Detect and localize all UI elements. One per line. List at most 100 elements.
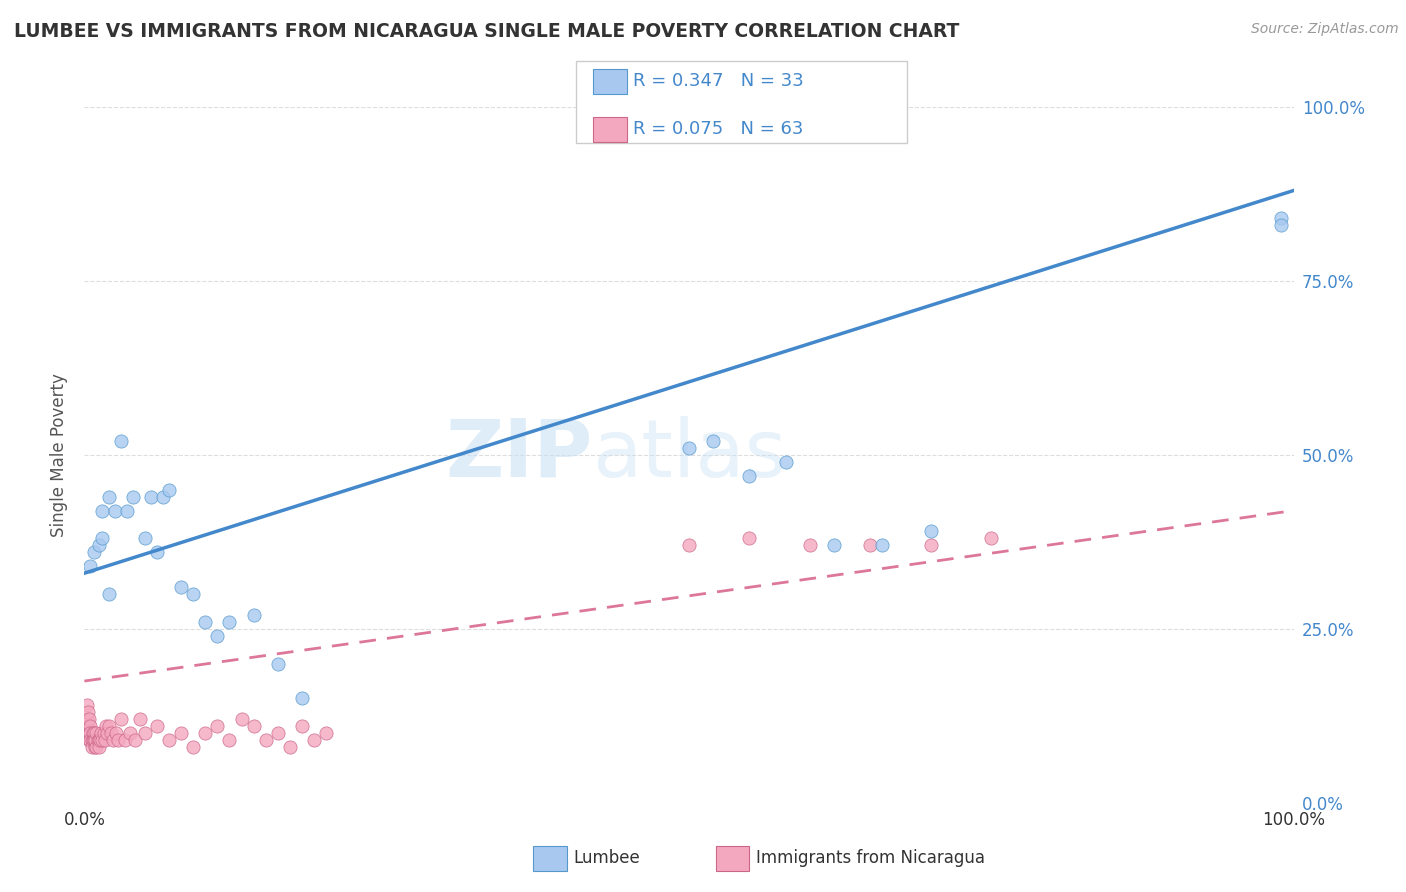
Point <box>83 545 105 559</box>
Point <box>134 532 156 546</box>
Point <box>242 719 264 733</box>
Point <box>86 733 108 747</box>
Point <box>82 733 104 747</box>
Point <box>291 719 314 733</box>
Y-axis label: Single Male Poverty: Single Male Poverty <box>51 373 69 537</box>
Point <box>77 726 100 740</box>
Point <box>799 538 821 552</box>
Point <box>77 712 100 726</box>
Point <box>97 587 120 601</box>
Point <box>90 726 112 740</box>
Point <box>84 733 107 747</box>
Point <box>267 657 290 671</box>
Point <box>775 455 797 469</box>
Point <box>87 740 110 755</box>
Point <box>242 607 264 622</box>
Point <box>76 712 98 726</box>
Point <box>872 538 894 552</box>
Point <box>146 545 169 559</box>
Point <box>1270 219 1292 233</box>
Point <box>738 532 761 546</box>
Point <box>79 733 101 747</box>
Point <box>738 468 761 483</box>
Point <box>80 740 103 755</box>
Point <box>110 434 132 448</box>
Point <box>104 726 127 740</box>
Point <box>315 726 337 740</box>
Point <box>120 726 142 740</box>
Point <box>77 726 100 740</box>
Point <box>181 740 204 755</box>
Point <box>79 726 101 740</box>
Point <box>82 726 104 740</box>
Text: atlas: atlas <box>592 416 786 494</box>
Point <box>79 719 101 733</box>
Point <box>134 726 156 740</box>
Text: R = 0.075   N = 63: R = 0.075 N = 63 <box>633 120 803 138</box>
Point <box>91 503 114 517</box>
Point <box>104 503 127 517</box>
Point <box>77 733 100 747</box>
Point <box>121 490 143 504</box>
Point <box>980 532 1002 546</box>
Point <box>107 733 129 747</box>
Point <box>91 532 114 546</box>
Point <box>91 733 114 747</box>
Point <box>77 719 100 733</box>
Point <box>152 490 174 504</box>
Point <box>146 719 169 733</box>
Point <box>97 490 120 504</box>
Point <box>83 733 105 747</box>
Point <box>77 706 100 720</box>
Text: ZIP: ZIP <box>444 416 592 494</box>
Point <box>170 726 193 740</box>
Point <box>207 719 229 733</box>
Point <box>94 719 117 733</box>
Point <box>100 726 122 740</box>
Point <box>231 712 253 726</box>
Text: Source: ZipAtlas.com: Source: ZipAtlas.com <box>1251 22 1399 37</box>
Point <box>170 580 193 594</box>
Point <box>218 733 240 747</box>
Point <box>89 733 111 747</box>
Point <box>83 726 105 740</box>
Point <box>115 503 138 517</box>
Point <box>76 698 98 713</box>
Point <box>194 615 217 629</box>
Text: R = 0.347   N = 33: R = 0.347 N = 33 <box>633 72 803 90</box>
Point <box>1270 211 1292 226</box>
Point <box>678 538 700 552</box>
Point <box>157 733 180 747</box>
Point <box>291 691 314 706</box>
Point <box>823 538 845 552</box>
Point <box>254 733 277 747</box>
Point <box>87 733 110 747</box>
Point <box>194 726 217 740</box>
Point <box>96 726 118 740</box>
Point <box>139 490 162 504</box>
Point <box>859 538 882 552</box>
Point <box>79 559 101 574</box>
Point <box>84 740 107 755</box>
Point <box>207 629 229 643</box>
Point <box>86 740 108 755</box>
Point <box>103 733 125 747</box>
Point <box>181 587 204 601</box>
Point <box>302 733 325 747</box>
Point <box>114 733 136 747</box>
Point <box>157 483 180 497</box>
Text: Immigrants from Nicaragua: Immigrants from Nicaragua <box>756 849 986 867</box>
Point <box>218 615 240 629</box>
Point <box>278 740 301 755</box>
Point <box>80 733 103 747</box>
Point <box>267 726 290 740</box>
Point <box>124 733 146 747</box>
Point <box>97 719 120 733</box>
Point <box>87 538 110 552</box>
Point <box>94 733 117 747</box>
Text: Lumbee: Lumbee <box>574 849 640 867</box>
Text: LUMBEE VS IMMIGRANTS FROM NICARAGUA SINGLE MALE POVERTY CORRELATION CHART: LUMBEE VS IMMIGRANTS FROM NICARAGUA SING… <box>14 22 959 41</box>
Point <box>93 726 115 740</box>
Point <box>920 538 942 552</box>
Point <box>702 434 724 448</box>
